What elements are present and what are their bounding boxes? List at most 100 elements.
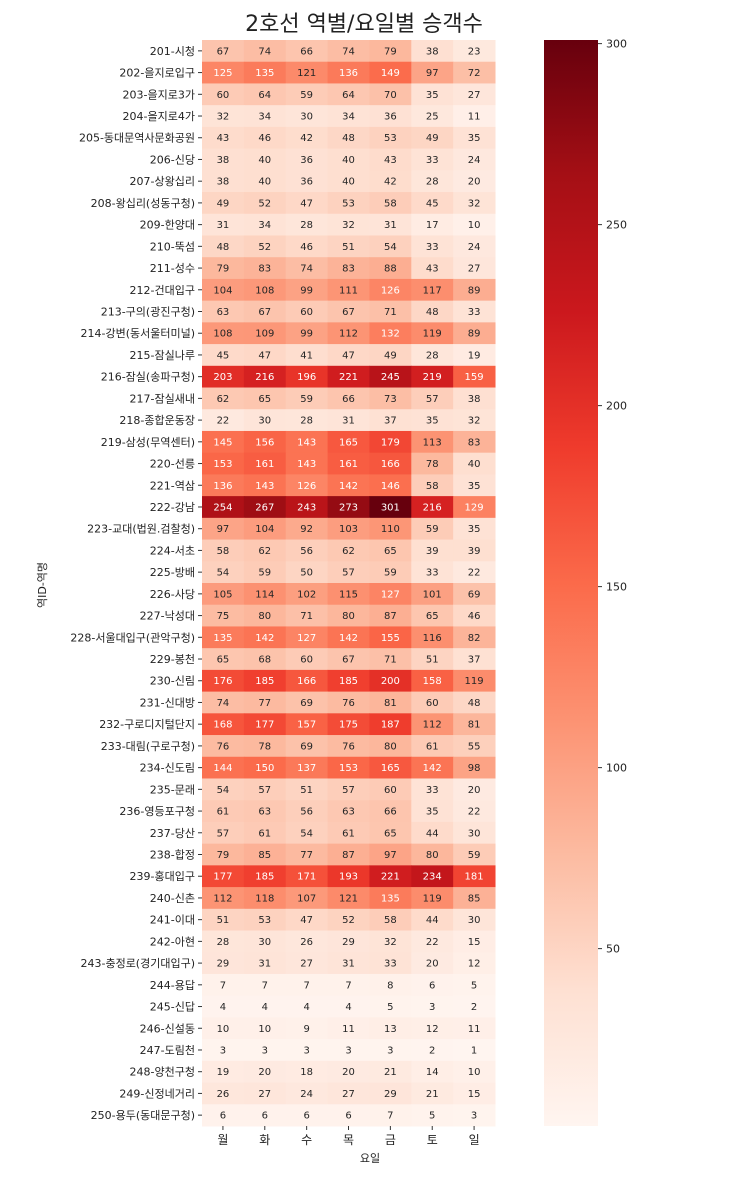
heatmap-cell [453,604,496,627]
heatmap-cell [453,713,496,736]
heatmap-cell [285,713,329,736]
cell-value: 109 [255,329,274,340]
cell-value: 24 [468,242,481,253]
cell-value: 273 [339,502,358,513]
cell-value: 59 [384,568,397,579]
cell-value: 104 [213,285,232,296]
cell-value: 32 [217,112,230,123]
cell-value: 60 [300,655,313,666]
heatmap-cell [411,257,454,280]
cell-value: 56 [300,546,313,557]
heatmap-cell [369,83,412,106]
heatmap-cell [453,387,496,410]
heatmap-cell [453,344,496,367]
cell-value: 54 [384,242,397,253]
heatmap-cell [369,517,412,541]
row-label: 224-서초 [150,544,195,557]
heatmap-cell [285,257,329,280]
cell-value: 19 [468,350,481,361]
heatmap-cell [327,105,370,128]
heatmap-cell [327,930,370,953]
cell-value: 35 [468,524,481,535]
cell-value: 7 [345,980,351,991]
cell-value: 60 [384,785,397,796]
heatmap-cell [369,105,412,128]
heatmap-cell [285,344,329,367]
heatmap-cell [369,474,412,497]
heatmap-cell [327,496,370,519]
heatmap-cell [327,561,370,584]
cell-value: 51 [300,785,313,796]
heatmap-cell [327,539,370,562]
heatmap-cell [411,452,454,475]
heatmap-cell [453,257,496,280]
cell-value: 35 [426,90,439,101]
heatmap-cell [327,1104,370,1127]
heatmap-cell [411,322,454,345]
cell-value: 62 [342,546,355,557]
cell-value: 2 [471,1002,477,1013]
cell-value: 71 [384,655,397,666]
cell-value: 52 [258,198,271,209]
cell-value: 166 [297,676,316,687]
heatmap-cell [243,322,287,345]
cell-value: 185 [255,872,274,883]
cell-value: 179 [381,437,400,448]
heatmap-cell [369,1017,412,1040]
row-label: 238-합정 [150,849,195,862]
heatmap-cell [411,496,454,519]
cell-value: 51 [342,242,355,253]
heatmap-cell [369,821,412,845]
row-label: 246-신설동 [140,1022,195,1035]
row-label: 220-선릉 [150,458,195,471]
heatmap-cell [453,235,496,258]
cell-value: 145 [213,437,232,448]
cell-value: 102 [297,589,316,600]
cell-value: 20 [426,959,439,970]
cell-value: 57 [342,785,355,796]
row-label: 242-아현 [150,935,195,948]
cell-value: 3 [387,1045,393,1056]
cell-value: 125 [213,68,232,79]
cell-value: 77 [300,850,313,861]
heatmap-cell [202,344,245,367]
heatmap-cell [202,452,245,475]
cell-value: 136 [213,481,232,492]
heatmap-cell [243,995,287,1018]
cell-value: 114 [255,589,274,600]
heatmap-cell [327,583,370,606]
cell-value: 38 [217,155,230,166]
heatmap-cell [369,257,412,280]
heatmap-cell [411,517,454,541]
cell-value: 65 [384,546,397,557]
cell-value: 41 [300,350,313,361]
heatmap-cell [453,83,496,106]
cell-value: 234 [423,872,442,883]
heatmap-cell [411,713,454,736]
heatmap-cell [369,995,412,1018]
heatmap-cell [453,756,496,779]
cell-value: 74 [217,698,230,709]
heatmap-cell [243,40,287,63]
cell-value: 60 [217,90,230,101]
cell-value: 5 [471,980,477,991]
heatmap-cell [369,908,412,932]
heatmap-cell [202,952,245,975]
heatmap-cell [202,430,245,454]
heatmap-cell [202,322,245,345]
cell-value: 34 [258,220,271,231]
heatmap-cell [243,192,287,215]
heatmap-cell [453,409,496,432]
heatmap-cell [243,1039,287,1062]
cell-value: 76 [217,741,230,752]
heatmap-cell [411,430,454,454]
cell-value: 58 [426,481,439,492]
cell-value: 59 [468,850,481,861]
heatmap-cell [369,409,412,432]
heatmap-cell [202,735,245,758]
heatmap-cell [202,517,245,541]
cell-value: 43 [426,264,439,275]
heatmap-cell [411,995,454,1018]
heatmap-cell [327,170,370,193]
heatmap-cell [327,344,370,367]
